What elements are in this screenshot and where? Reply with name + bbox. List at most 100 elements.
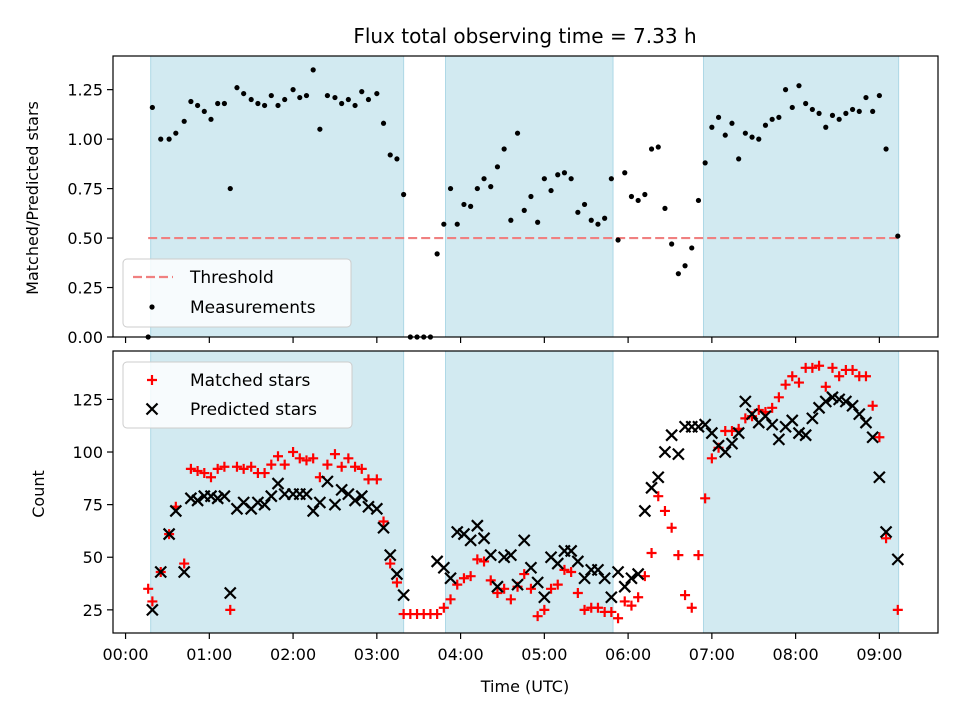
predicted-stars-point [335, 483, 348, 497]
predicted-stars-point [578, 572, 591, 585]
count-panel: 25 50 75 100 125 00:00 01:00 02:00 03:00 04:00 05:… [72, 350, 939, 664]
series-predicted-stars [146, 391, 905, 617]
measurement-point [501, 146, 507, 152]
measurement-point [514, 130, 521, 136]
matched-stars-point [378, 516, 389, 527]
predicted-stars-point [772, 433, 786, 446]
measurement-point [789, 104, 795, 111]
measurement-point [508, 217, 514, 223]
measurement-point [836, 116, 842, 122]
predicted-stars-point [531, 576, 544, 589]
x-axis-label: Time (UTC) [480, 677, 569, 696]
predicted-stars-point [321, 475, 334, 488]
measurement-point [555, 172, 561, 178]
matched-stars-point [559, 564, 570, 575]
measurement-point [468, 203, 474, 209]
measurement-point [655, 144, 661, 150]
measurement-point [303, 92, 310, 99]
x-tick-label: 01:00 [186, 645, 232, 664]
predicted-stars-point [891, 553, 905, 566]
measurement-point [756, 136, 762, 142]
matched-stars-point [881, 533, 892, 544]
predicted-stars-point [839, 395, 853, 408]
measurement-point [695, 197, 702, 204]
matched-stars-point [336, 461, 347, 472]
measurement-point [883, 146, 889, 152]
matched-stars-point [432, 609, 443, 620]
matched-stars-point [143, 583, 154, 594]
matched-stars-point [666, 522, 677, 533]
legend-label-matched: Matched stars [190, 371, 310, 391]
matched-stars-point [438, 602, 449, 613]
measurement-point [642, 191, 648, 198]
measurement-point [261, 102, 268, 109]
predicted-stars-point [306, 504, 320, 518]
measurement-point [561, 170, 568, 176]
predicted-stars-point [390, 567, 404, 581]
matched-stars-point [294, 453, 305, 464]
measurement-point [568, 176, 574, 182]
matched-stars-point [827, 362, 838, 373]
predicted-stars-point [162, 527, 176, 541]
matched-stars-point [391, 577, 402, 588]
matched-stars-point [525, 583, 536, 594]
measurement-point [876, 92, 882, 99]
predicted-stars-point [806, 412, 819, 425]
matched-stars-point [680, 590, 691, 601]
matched-stars-point [686, 602, 697, 613]
predicted-stars-point [765, 418, 779, 431]
measurement-point [856, 108, 862, 115]
ratio-panel: 0.00 0.25 0.50 0.75 1.00 1.25 Threshold Measure… [67, 55, 939, 347]
legend-matched-swatch [147, 375, 157, 385]
predicted-stars-point [732, 426, 745, 440]
matched-stars-point [834, 371, 845, 382]
predicted-stars-point [328, 498, 342, 511]
y-tick-label: 0.00 [67, 328, 103, 347]
predicted-stars-point [300, 487, 313, 501]
matched-stars-point [532, 611, 543, 622]
measurement-point [194, 102, 201, 109]
measurement-point [345, 96, 351, 103]
predicted-stars-point [169, 504, 183, 518]
measurement-point [297, 94, 303, 101]
matched-stars-point [780, 379, 791, 390]
measurement-point [535, 219, 541, 225]
legend-label-threshold: Threshold [189, 268, 274, 288]
observing-interval-band [445, 351, 614, 633]
predicted-stars-point [571, 555, 585, 568]
measurement-point [215, 100, 221, 107]
measurement-point [317, 126, 323, 132]
matched-stars-point [892, 604, 903, 615]
measurement-point [401, 191, 407, 198]
predicted-stars-point [705, 426, 719, 440]
legend-label-predicted: Predicted stars [190, 400, 317, 420]
measurement-point [268, 92, 274, 99]
legend: Threshold Measurements [122, 258, 352, 328]
measurement-point [221, 100, 227, 107]
matched-stars-point [820, 381, 831, 392]
predicted-stars-point [564, 544, 578, 558]
measurement-point [488, 184, 494, 190]
measurement-point [234, 85, 240, 91]
matched-stars-point [192, 465, 203, 476]
measurement-point [394, 156, 400, 162]
x-tick-label: 04:00 [438, 645, 484, 664]
matched-stars-point [266, 459, 277, 470]
matched-stars-point [279, 459, 290, 470]
measurement-point [441, 221, 447, 227]
predicted-stars-point [598, 572, 611, 585]
predicted-stars-point [879, 525, 893, 539]
measurement-point [843, 110, 849, 116]
matched-stars-point [505, 594, 516, 605]
predicted-stars-point [154, 565, 168, 579]
legend: Matched stars Predicted stars [122, 361, 353, 429]
predicted-stars-point [265, 489, 278, 503]
y-axis-label-count: Count [29, 470, 48, 518]
matched-stars-point [592, 602, 603, 613]
matched-stars-point [308, 453, 319, 464]
plot-frame [112, 350, 939, 634]
legend-box [122, 258, 352, 328]
measurement-point [434, 251, 440, 257]
predicted-stars-point [377, 521, 390, 535]
